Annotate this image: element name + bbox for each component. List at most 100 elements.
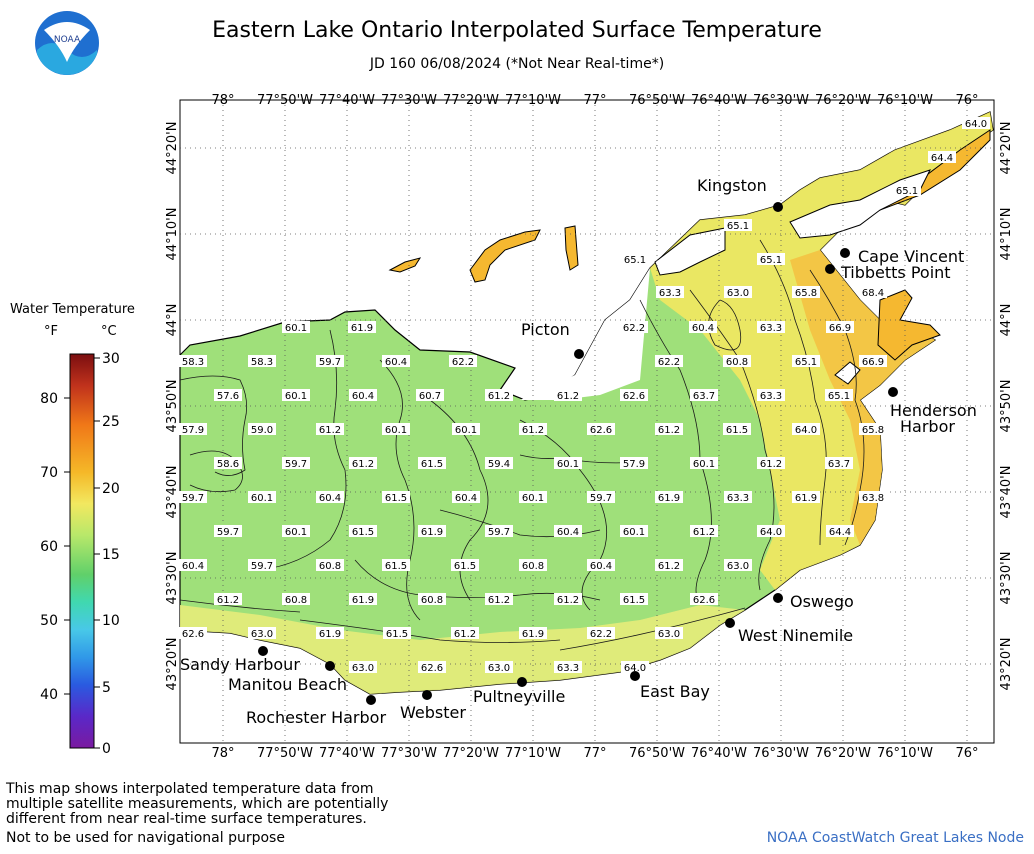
- temperature-label: 61.2: [522, 425, 544, 436]
- temperature-label: 63.0: [251, 629, 273, 640]
- temperature-label: 65.8: [862, 425, 884, 436]
- city-marker: [888, 387, 898, 397]
- temperature-label: 62.6: [182, 629, 204, 640]
- temperature-label: 62.2: [658, 357, 680, 368]
- temperature-label: 62.6: [623, 391, 645, 402]
- temperature-label: 60.1: [251, 493, 273, 504]
- city-label: Picton: [521, 320, 570, 339]
- temperature-label: 59.7: [319, 357, 341, 368]
- city-marker: [630, 671, 640, 681]
- longitude-label: 76°40'W: [691, 746, 747, 760]
- temperature-label: 61.2: [658, 561, 680, 572]
- footer-credit: NOAA CoastWatch Great Lakes Node: [766, 830, 1024, 846]
- temperature-label: 61.2: [217, 595, 239, 606]
- longitude-label: 76°10'W: [877, 746, 933, 760]
- temperature-label: 60.1: [557, 459, 579, 470]
- temperature-label: 61.2: [352, 459, 374, 470]
- temperature-label: 61.9: [319, 629, 341, 640]
- temperature-label: 65.1: [727, 221, 749, 232]
- inlet-mid: [564, 225, 579, 271]
- temperature-label: 63.0: [352, 663, 374, 674]
- city-label: Manitou Beach: [228, 675, 347, 694]
- legend-c-tick-label: 20: [102, 481, 120, 497]
- temperature-label: 60.4: [557, 527, 579, 538]
- temperature-label: 60.1: [285, 391, 307, 402]
- temperature-label: 63.0: [658, 629, 680, 640]
- temperature-label: 66.9: [862, 357, 884, 368]
- temperature-label: 59.7: [285, 459, 307, 470]
- temperature-label: 59.7: [488, 527, 510, 538]
- longitude-labels-top: 78° 77°50'W 77°40'W 77°30'W 77°20'W 77°10'W 77…: [211, 93, 978, 108]
- temperature-label: 61.9: [421, 527, 443, 538]
- longitude-label: 77°20'W: [443, 93, 499, 108]
- temperature-label: 65.1: [624, 255, 646, 266]
- footer-note-line-2: multiple satellite measurements, which a…: [6, 796, 389, 812]
- legend-title: Water Temperature: [10, 302, 135, 317]
- city-marker: [258, 646, 268, 656]
- temperature-label: 59.7: [251, 561, 273, 572]
- temperature-label: 60.4: [319, 493, 341, 504]
- temperature-label: 63.8: [862, 493, 884, 504]
- latitude-label: 44°10'N: [165, 208, 180, 261]
- latitude-label: 43°20'N: [999, 638, 1014, 691]
- temperature-label: 57.9: [623, 459, 645, 470]
- temperature-label: 60.8: [726, 357, 748, 368]
- longitude-label: 76°20'W: [815, 746, 871, 760]
- longitude-label: 77°40'W: [319, 746, 375, 760]
- city-label: Webster: [400, 703, 466, 722]
- lake-map: 78° 77°50'W 77°40'W 77°30'W 77°20'W 77°10'W 77…: [165, 93, 1014, 760]
- latitude-label: 44°20'N: [999, 122, 1014, 175]
- temperature-label: 63.3: [659, 288, 681, 299]
- bay-of-quinte: [469, 229, 541, 283]
- temperature-label: 65.1: [896, 186, 918, 197]
- temperature-label: 60.8: [421, 595, 443, 606]
- legend-c-tick-label: 30: [102, 351, 120, 367]
- longitude-label: 77°: [583, 93, 606, 108]
- temperature-label: 62.6: [421, 663, 443, 674]
- longitude-label: 77°10'W: [505, 93, 561, 108]
- latitude-label: 43°40'N: [165, 466, 180, 519]
- temperature-label: 61.2: [760, 459, 782, 470]
- temperature-label: 59.0: [251, 425, 273, 436]
- temperature-label: 62.2: [452, 357, 474, 368]
- map-subtitle: JD 160 06/08/2024 (*Not Near Real-time*): [369, 56, 665, 72]
- temperature-label: 60.1: [455, 425, 477, 436]
- longitude-label: 76°20'W: [815, 93, 871, 108]
- temperature-label: 61.5: [385, 561, 407, 572]
- logo-text: NOAA: [54, 35, 81, 45]
- temperature-label: 63.0: [727, 288, 749, 299]
- temperature-label: 63.0: [727, 561, 749, 572]
- city-label: Sandy Harbour: [180, 655, 300, 674]
- city-label: Oswego: [790, 592, 854, 611]
- temperature-label: 64.0: [795, 425, 817, 436]
- latitude-labels-left: 44°20'N 44°10'N 44°N 43°50'N 43°40'N 43°30'N 4…: [165, 122, 180, 691]
- temperature-label: 60.4: [352, 391, 374, 402]
- longitude-label: 76°: [955, 746, 978, 760]
- temperature-label: 58.3: [182, 357, 204, 368]
- legend-f-tick-label: 40: [40, 687, 58, 703]
- latitude-label: 43°20'N: [165, 638, 180, 691]
- longitude-label: 77°30'W: [381, 93, 437, 108]
- legend-c-tick-label: 15: [102, 547, 120, 563]
- temperature-label: 61.2: [488, 391, 510, 402]
- city-marker: [422, 690, 432, 700]
- longitude-label: 76°30'W: [753, 93, 809, 108]
- temperature-label: 59.7: [182, 493, 204, 504]
- latitude-label: 44°20'N: [165, 122, 180, 175]
- temperature-label: 61.9: [522, 629, 544, 640]
- temperature-label: 61.9: [351, 323, 373, 334]
- temperature-label: 63.3: [727, 493, 749, 504]
- temperature-label: 60.1: [285, 527, 307, 538]
- temperature-label: 65.1: [828, 391, 850, 402]
- temperature-label: 57.6: [217, 391, 239, 402]
- footer-note-line-3: different from near real-time surface te…: [6, 811, 367, 827]
- temperature-label: 64.0: [624, 663, 646, 674]
- city-label: Henderson Harbor: [890, 401, 977, 436]
- city-label: West Ninemile: [738, 626, 853, 645]
- temperature-label: 61.2: [454, 629, 476, 640]
- color-bar-rect: [69, 353, 95, 749]
- city-marker: [773, 202, 783, 212]
- temperature-label: 59.4: [488, 459, 510, 470]
- city-marker: [366, 695, 376, 705]
